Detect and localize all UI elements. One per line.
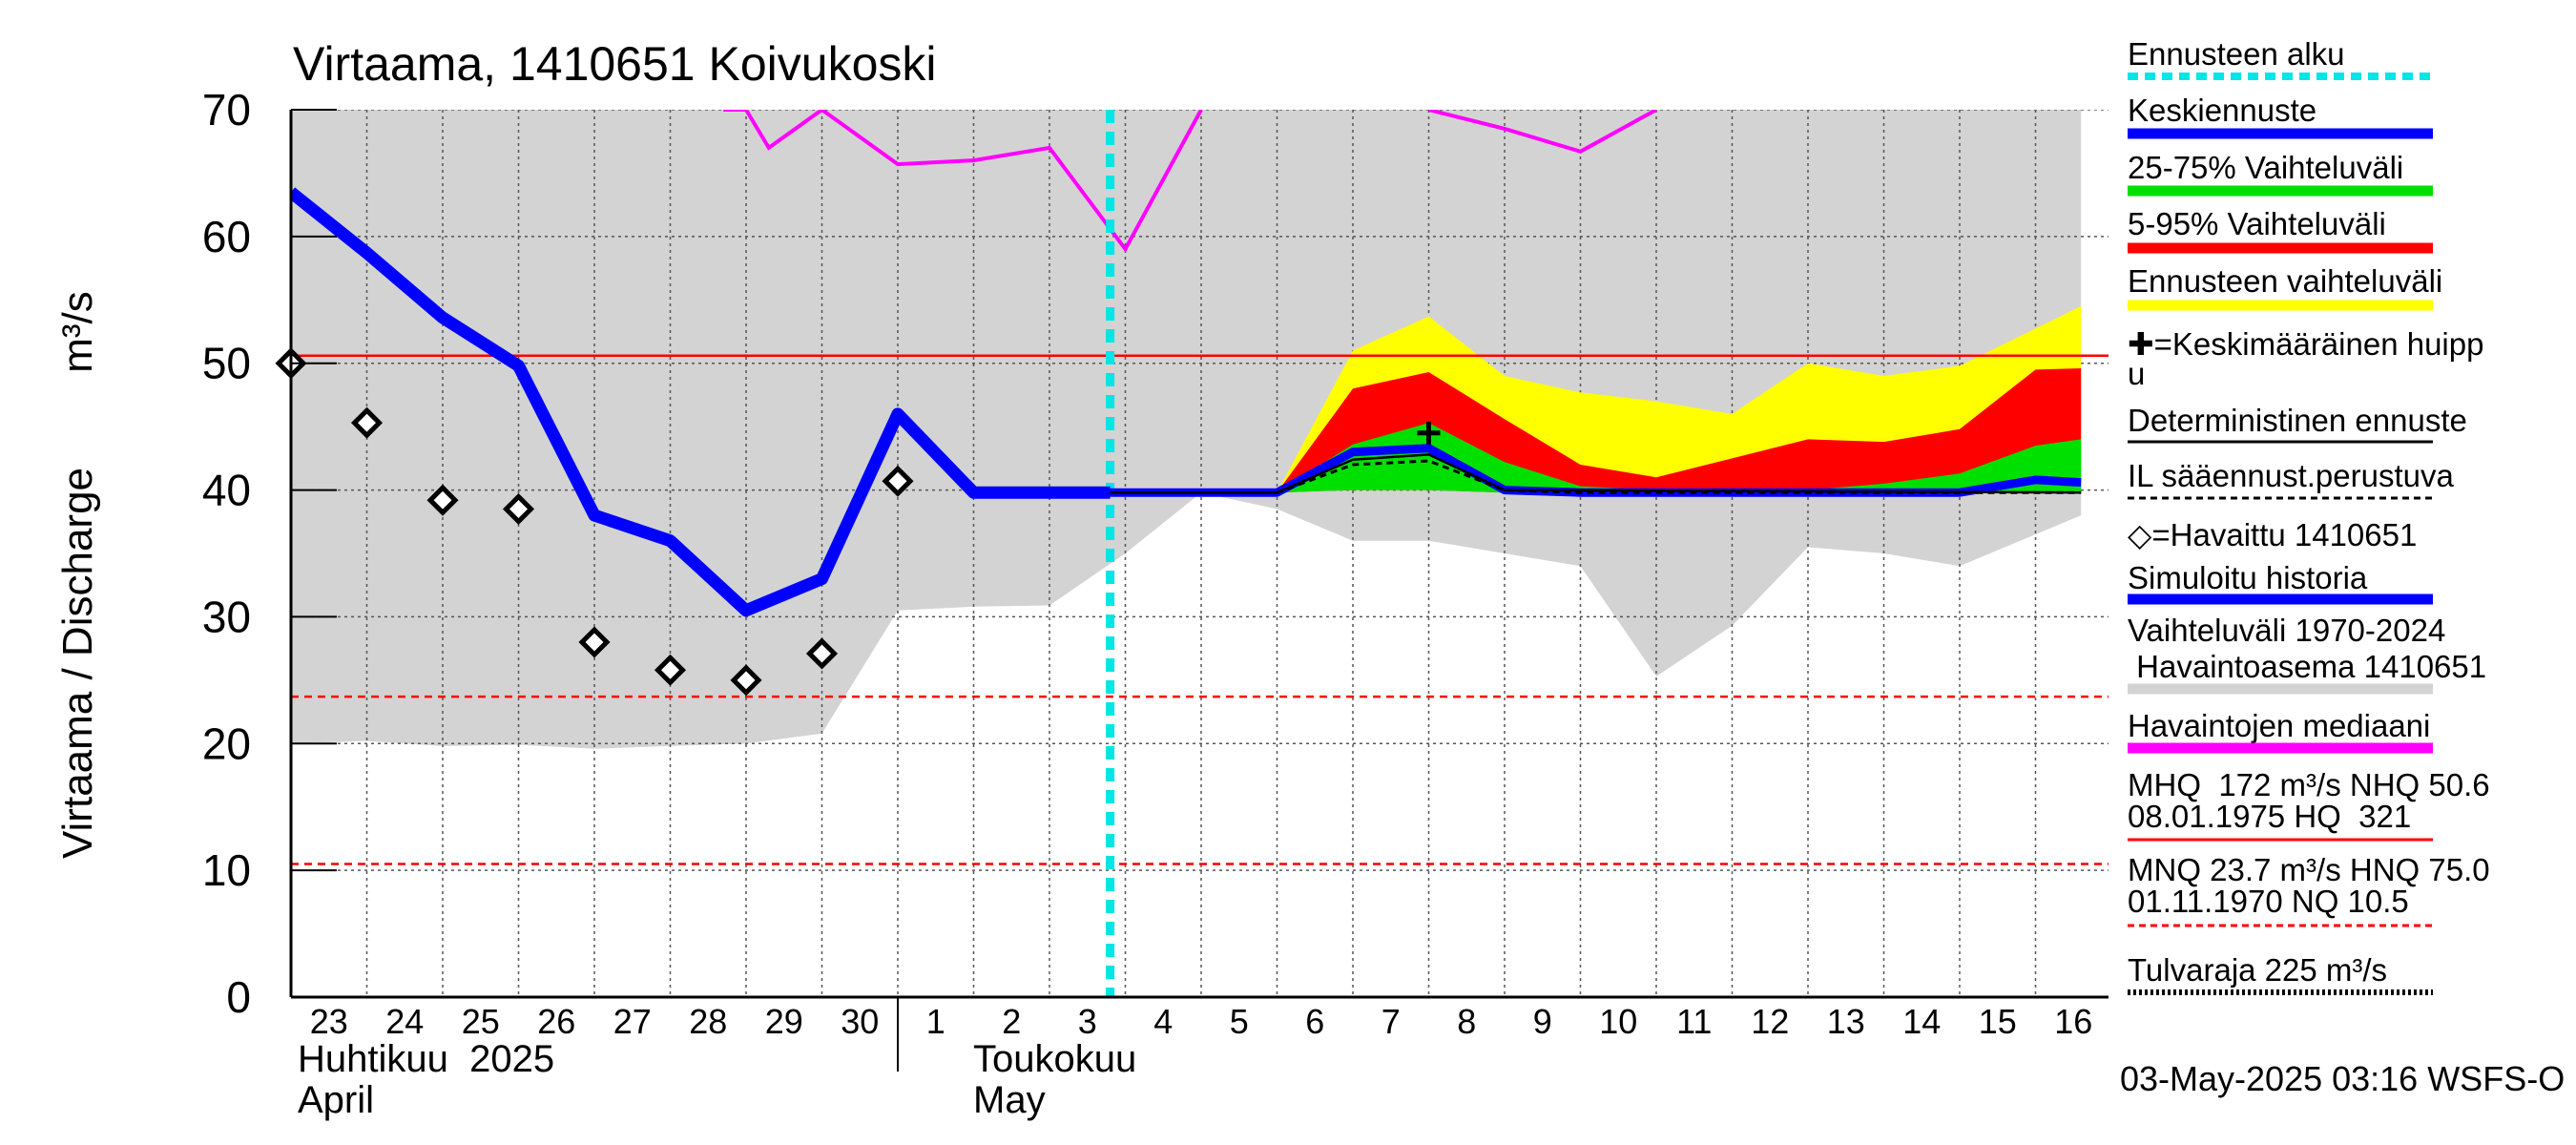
month-label-fi: Toukokuu [973,1038,1136,1080]
observation-point [426,484,459,516]
y-tick-label: 40 [202,466,251,515]
footer-timestamp: 03-May-2025 03:16 WSFS-O [2120,1059,2565,1098]
y-tick-label: 70 [202,85,251,135]
legend-item: MNQ 23.7 m³/s HNQ 75.001.11.1970 NQ 10.5 [2128,852,2490,927]
legend-label: Deterministinen ennuste [2128,403,2467,438]
x-tick-label: 6 [1305,1002,1324,1041]
y-tick-label: 0 [226,972,251,1022]
x-tick-label: 13 [1827,1002,1865,1041]
legend-label: Havaintoasema 1410651 [2128,649,2486,684]
x-tick-label: 8 [1457,1002,1476,1041]
legend-item: Simuloitu historia [2128,560,2433,605]
y-tick-label: 20 [202,718,251,768]
legend-label: 5-95% Vaihteluväli [2128,206,2386,241]
legend-label: ◇=Havaittu 1410651 [2128,517,2417,552]
observation-point [730,664,762,697]
observation-point [502,492,535,526]
legend-label: Ennusteen vaihteluväli [2128,263,2442,299]
x-tick-label: 27 [613,1002,652,1041]
legend-label: Simuloitu historia [2128,560,2368,595]
x-tick-label: 5 [1230,1002,1249,1041]
legend-label: 08.01.1975 HQ 321 [2128,799,2411,834]
legend-item: Ennusteen vaihteluväli [2128,263,2442,311]
legend-label: Keskiennuste [2128,93,2316,128]
observation-point [654,654,687,686]
y-axis-unit: m³/s [54,291,101,373]
x-tick-label: 28 [689,1002,727,1041]
legend-label: Vaihteluväli 1970-2024 [2128,613,2445,648]
legend-label: Havaintojen mediaani [2128,708,2430,743]
historical-range-band [291,110,2082,749]
legend-label: MNQ 23.7 m³/s HNQ 75.0 [2128,852,2490,887]
legend-item: 5-95% Vaihteluväli [2128,206,2433,254]
month-label-fi: Huhtikuu 2025 [298,1038,554,1080]
x-tick-label: 16 [2054,1002,2092,1041]
legend-label: ✚=Keskimääräinen huipp [2128,326,2483,362]
legend-label: IL sääennust.perustuva [2128,458,2454,493]
x-tick-label: 24 [385,1002,424,1041]
x-tick-label: 1 [926,1002,945,1041]
mean-peak-marker [1417,421,1441,445]
observation-point [882,465,914,497]
legend-item: Havaintojen mediaani [2128,708,2433,754]
legend-item: Keskiennuste [2128,93,2433,139]
x-tick-label: 15 [1979,1002,2017,1041]
y-axis-label: Virtaama / Discharge [54,468,101,859]
y-tick-label: 10 [202,845,251,895]
legend-label: MHQ 172 m³/s NHQ 50.6 [2128,767,2490,802]
observed-median-line [723,110,1203,253]
x-tick-label: 11 [1676,1002,1712,1041]
deterministic-forecast-line [1110,453,2082,494]
observation-point [805,637,839,670]
weather-forecast-line [1276,459,2082,494]
x-tick-label: 29 [765,1002,803,1041]
plot-area [291,110,2109,997]
legend-item: ◇=Havaittu 1410651 [2128,517,2417,552]
x-tick-label: 14 [1902,1002,1941,1041]
y-tick-label: 60 [202,212,251,261]
legend-item: MHQ 172 m³/s NHQ 50.608.01.1975 HQ 321 [2128,767,2490,842]
legend-label: u [2128,356,2145,391]
observed-median-line [1428,110,1657,154]
observation-point [578,626,611,658]
legend-label: Ennusteen alku [2128,36,2345,72]
x-tick-label: 10 [1599,1002,1637,1041]
legend-item: 25-75% Vaihteluväli [2128,150,2433,197]
x-tick-label: 9 [1533,1002,1552,1041]
x-tick-label: 2 [1002,1002,1021,1041]
chart-title: Virtaama, 1410651 Koivukoski [293,37,937,91]
legend-item: Tulvaraja 225 m³/s [2128,952,2433,995]
x-tick-label: 7 [1381,1002,1401,1041]
simulated-history-line [291,187,1111,617]
x-tick-label: 30 [841,1002,879,1041]
legend-item: Vaihteluväli 1970-2024 Havaintoasema 141… [2128,613,2486,695]
observation-point [350,406,384,439]
y-tick-label: 30 [202,592,251,641]
x-tick-label: 25 [462,1002,500,1041]
x-tick-label: 23 [310,1002,348,1041]
month-label-en: May [973,1079,1046,1121]
legend-label: Tulvaraja 225 m³/s [2128,952,2387,988]
y-tick-label: 50 [202,339,251,388]
x-tick-label: 26 [537,1002,575,1041]
legend-label: 01.11.1970 NQ 10.5 [2128,884,2409,919]
month-label-en: April [298,1079,374,1121]
x-tick-label: 12 [1751,1002,1789,1041]
legend-item: IL sääennust.perustuva [2128,458,2454,500]
x-tick-label: 4 [1153,1002,1173,1041]
legend-label: 25-75% Vaihteluväli [2128,150,2403,185]
legend-item: Ennusteen alku [2128,36,2433,80]
x-tick-label: 3 [1078,1002,1097,1041]
legend-item: Deterministinen ennuste [2128,403,2467,444]
